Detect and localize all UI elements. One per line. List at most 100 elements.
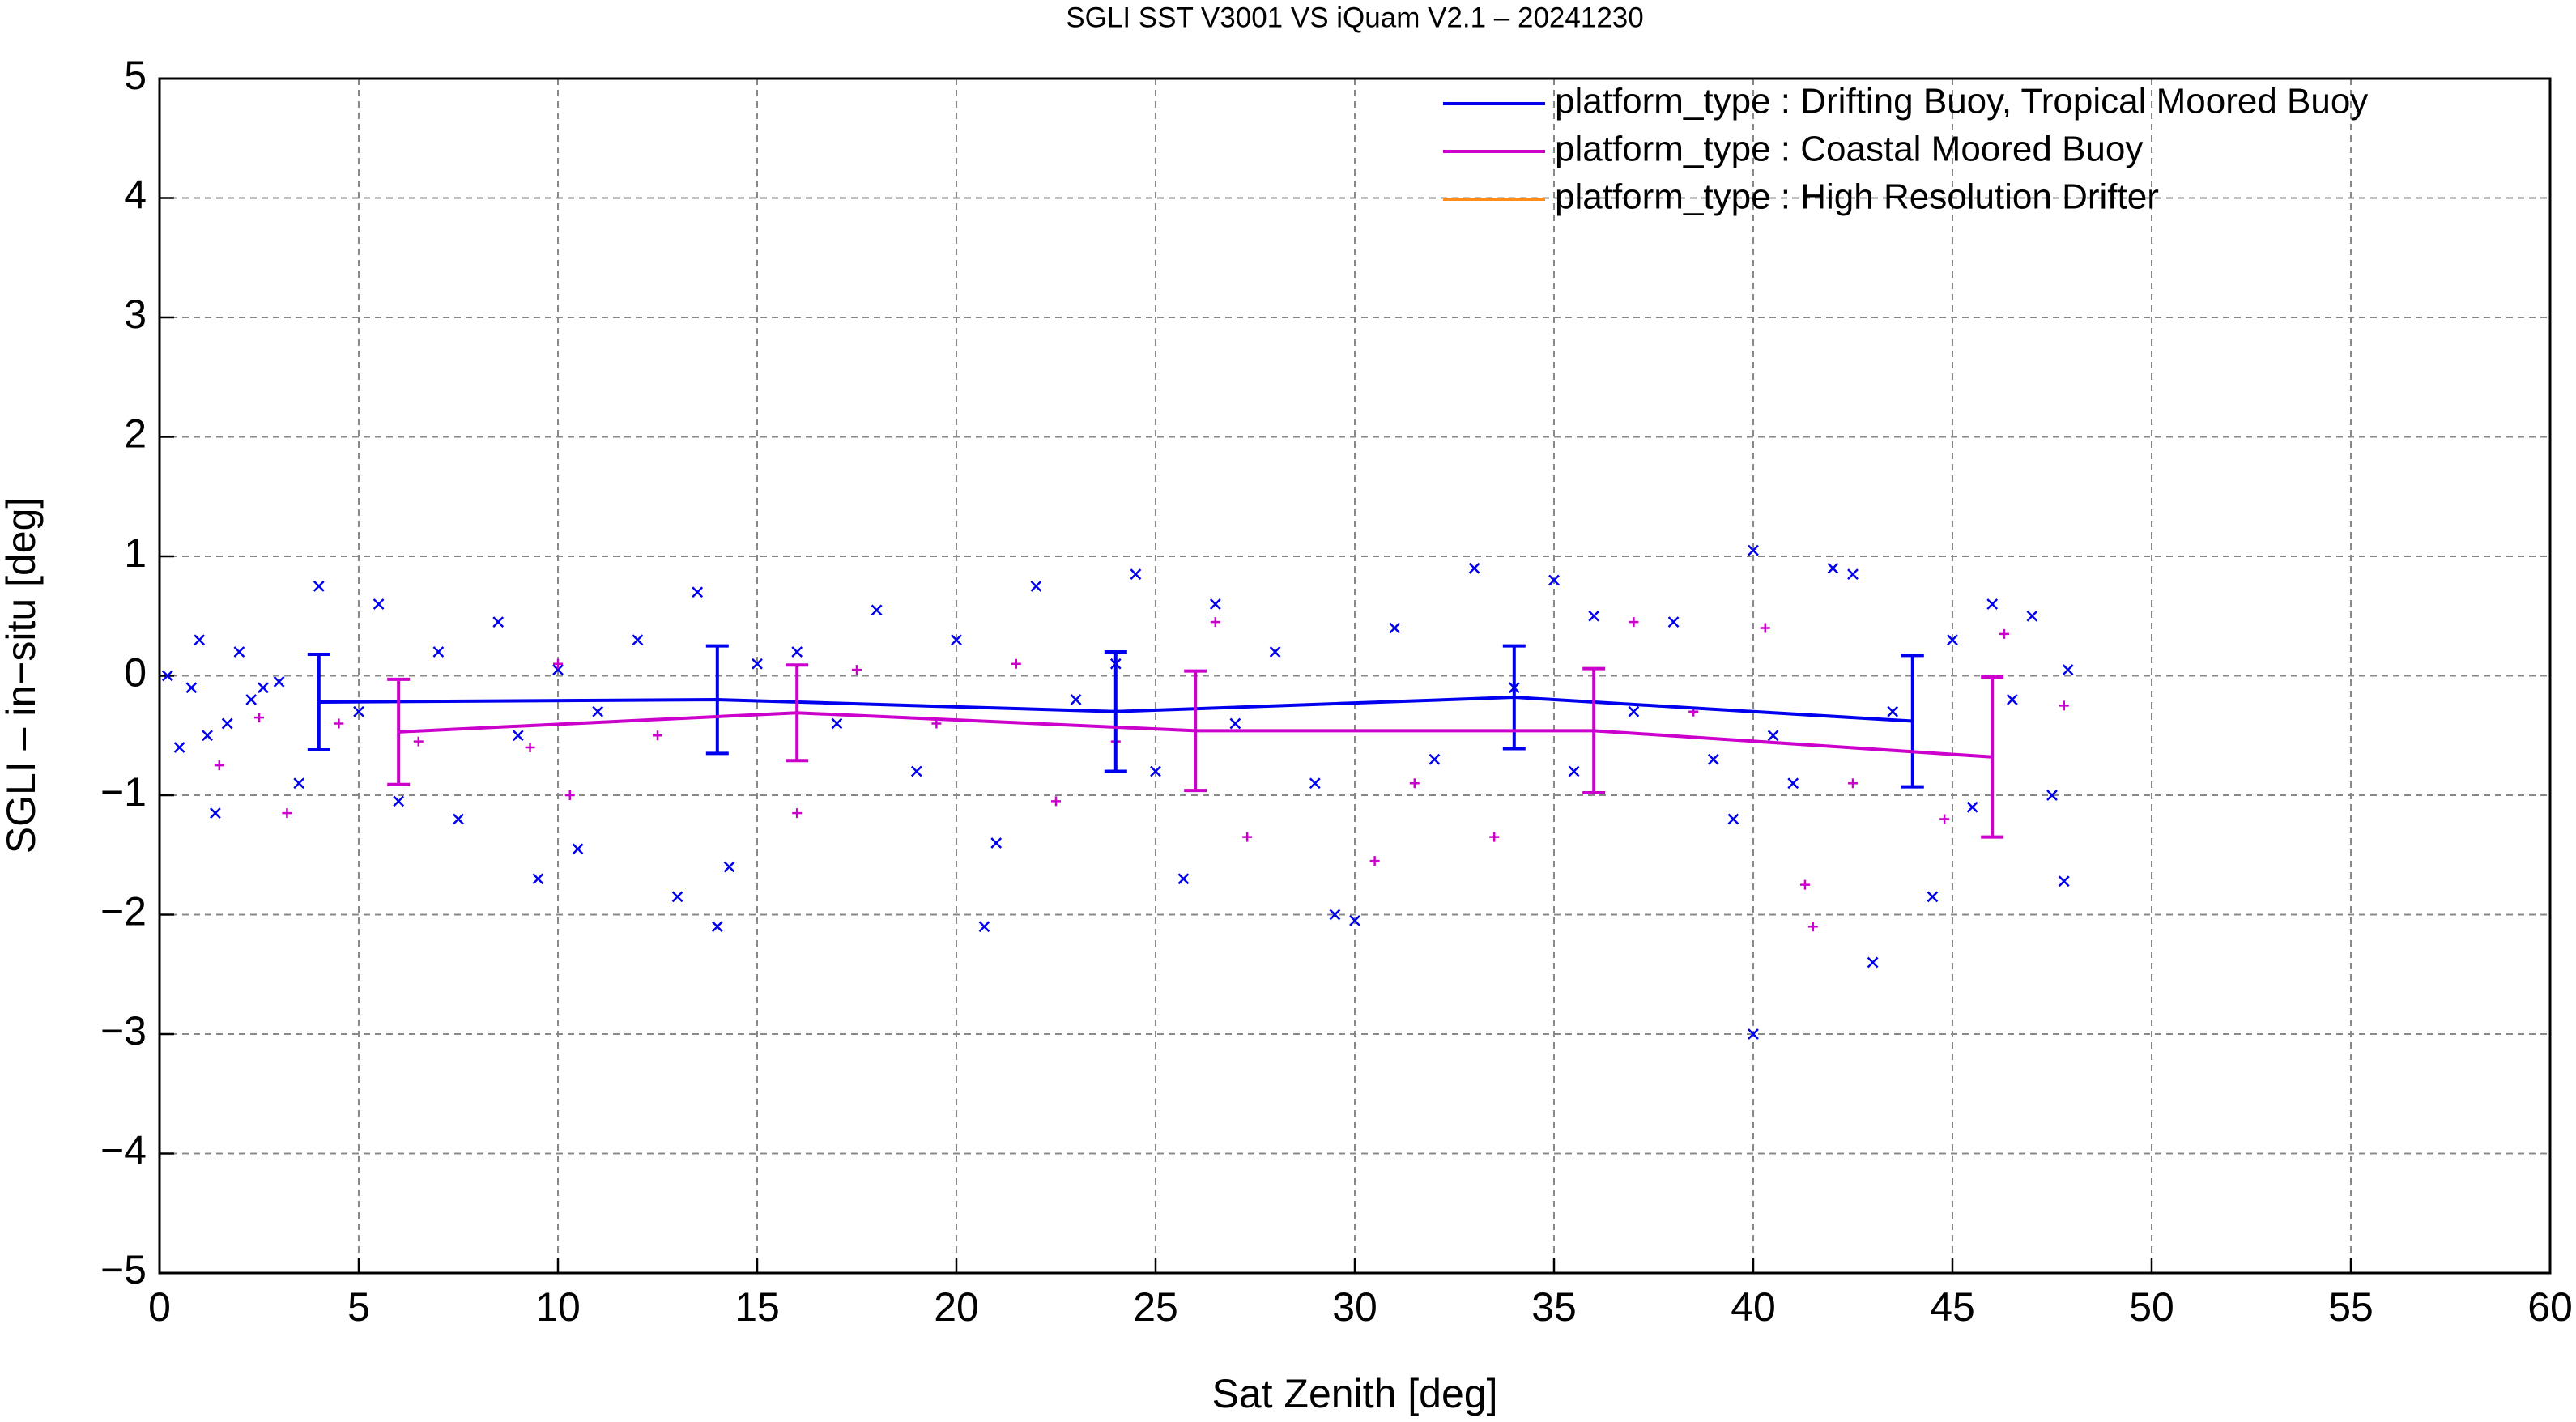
x-tick-label: 15 — [734, 1284, 780, 1330]
scatter-point — [1787, 777, 1799, 790]
scatter-point — [432, 646, 445, 658]
scatter-point — [293, 777, 305, 790]
scatter-point — [831, 717, 843, 730]
scatter-point — [373, 598, 385, 610]
scatter-point — [1177, 873, 1190, 885]
scatter-point — [791, 646, 803, 658]
scatter-point — [1760, 623, 1770, 633]
x-tick-label: 35 — [1531, 1284, 1577, 1330]
y-tick-label: 0 — [124, 650, 147, 696]
scatter-point — [1947, 634, 1958, 646]
y-tick-label: 2 — [124, 411, 147, 457]
scatter-point — [1748, 1028, 1759, 1040]
scatter-point — [653, 730, 662, 741]
error-bar — [705, 644, 729, 756]
scatter-point — [282, 808, 292, 819]
error-bar — [307, 652, 330, 751]
scatter-point — [1309, 777, 1321, 790]
scatter-point — [852, 665, 862, 675]
plot-frame — [158, 77, 2552, 1275]
scatter-point — [1847, 568, 1859, 581]
scatter-point — [161, 670, 173, 682]
scatter-point — [254, 713, 264, 723]
scatter-point — [1429, 753, 1441, 765]
scatter-point — [1030, 580, 1042, 592]
scatter-point — [1409, 778, 1420, 789]
y-tick-label: 1 — [124, 530, 147, 576]
scatter-point — [1568, 765, 1580, 777]
scatter-point — [1210, 617, 1220, 628]
error-bar — [1901, 654, 1924, 789]
scatter-point — [1848, 778, 1858, 789]
scatter-point — [185, 682, 198, 694]
scatter-point — [1229, 717, 1241, 730]
legend-label: platform_type : Drifting Buoy, Tropical … — [1555, 82, 2368, 121]
scatter-point — [1588, 610, 1600, 622]
scatter-point — [990, 837, 1003, 849]
error-bar — [1184, 669, 1207, 793]
scatter-point — [752, 658, 763, 670]
legend-label: platform_type : Coastal Moored Buoy — [1555, 130, 2143, 169]
scatter-point — [1727, 813, 1739, 825]
scatter-point — [1389, 622, 1401, 634]
error-bar — [786, 663, 809, 763]
scatter-point — [1489, 832, 1500, 842]
x-tick-label: 0 — [148, 1284, 171, 1330]
y-tick-label: 5 — [124, 53, 147, 98]
scatter-point — [393, 795, 405, 807]
scatter-point — [194, 634, 206, 646]
scatter-point — [552, 664, 564, 676]
chart-title: SGLI SST V3001 VS iQuam V2.1 – 20241230 — [1066, 2, 1643, 33]
scatter-point — [671, 891, 683, 903]
x-tick-label: 5 — [347, 1284, 370, 1330]
scatter-point — [2059, 700, 2069, 711]
x-tick-label: 40 — [1731, 1284, 1776, 1330]
scatter-point — [1767, 730, 1779, 742]
scatter-point — [1939, 814, 1950, 824]
scatter-point — [233, 646, 245, 658]
y-tick-label: −3 — [100, 1008, 147, 1054]
scatter-point — [1628, 705, 1640, 717]
scatter-point — [1827, 562, 1839, 574]
x-tick-label: 30 — [1332, 1284, 1377, 1330]
scatter-point — [1150, 765, 1161, 777]
scatter-point — [978, 921, 990, 933]
error-bar — [1981, 675, 2004, 839]
scatter-point — [1629, 617, 1639, 628]
scatter-point — [1707, 753, 1719, 765]
scatter-point — [1468, 562, 1480, 574]
scatter-point — [1986, 598, 1999, 610]
scatter-point — [1999, 628, 2009, 639]
scatter-point — [245, 694, 258, 705]
x-tick-label: 10 — [535, 1284, 581, 1330]
scatter-point — [1548, 574, 1560, 586]
scatter-point — [951, 634, 962, 646]
y-tick-label: −5 — [100, 1247, 147, 1292]
scatter-point — [1799, 879, 1810, 890]
y-tick-label: 4 — [124, 172, 147, 218]
scatter-point — [1011, 658, 1021, 669]
error-bar — [1104, 650, 1127, 773]
y-tick-label: −1 — [100, 769, 147, 815]
x-tick-label: 50 — [2129, 1284, 2174, 1330]
scatter-point — [532, 873, 544, 885]
scatter-point — [711, 921, 723, 933]
y-tick-label: −2 — [100, 889, 147, 935]
y-tick-label: 3 — [124, 292, 147, 337]
scatter-point — [1927, 891, 1939, 903]
scatter-point — [1209, 598, 1221, 610]
scatter-point — [1349, 914, 1360, 926]
x-tick-label: 60 — [2527, 1284, 2573, 1330]
x-tick-label: 25 — [1133, 1284, 1178, 1330]
scatter-point — [572, 843, 584, 855]
scatter-point — [2046, 790, 2058, 801]
x-tick-label: 55 — [2328, 1284, 2374, 1330]
scatter-point — [2006, 694, 2018, 705]
scatter-point — [692, 586, 704, 598]
y-axis-label: SGLI – in−situ [deg] — [0, 497, 44, 854]
scatter-point — [214, 760, 224, 771]
scatter-point — [492, 616, 505, 628]
scatter-point — [564, 790, 575, 800]
scatter-point — [221, 717, 233, 730]
